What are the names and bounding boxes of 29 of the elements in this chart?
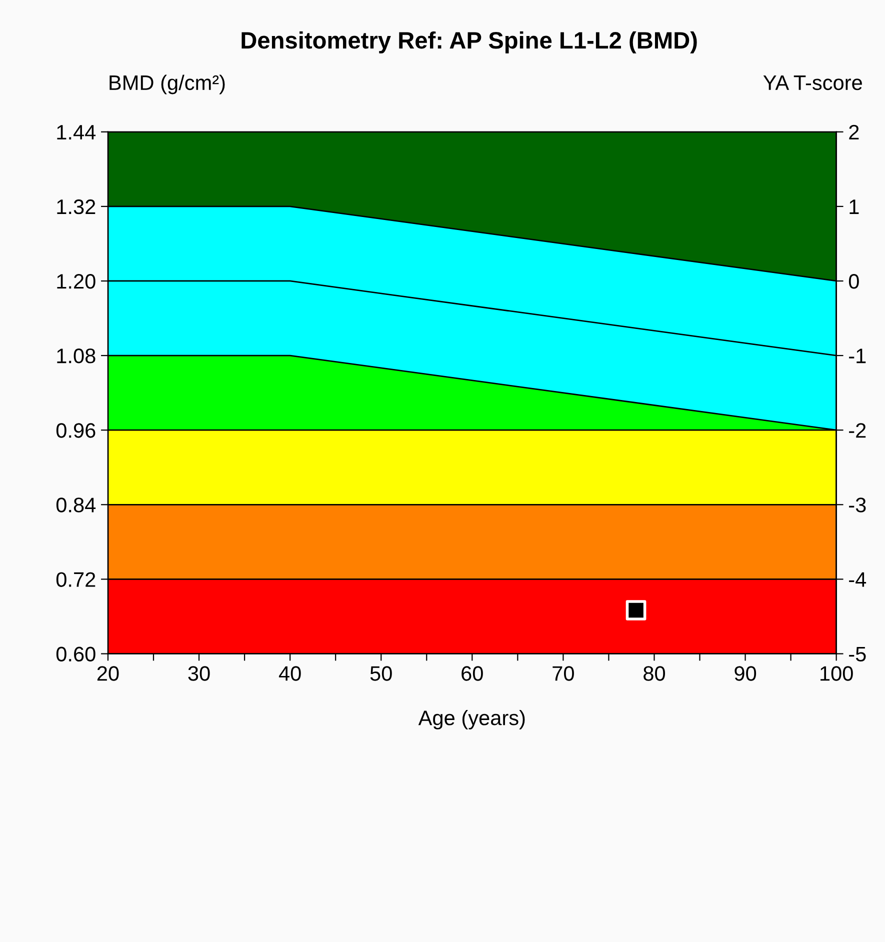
y-tick-label: 0.72 [56, 572, 96, 587]
x-tick-label: 50 [370, 666, 392, 681]
chart-title: Densitometry Ref: AP Spine L1-L2 (BMD) [242, 31, 697, 54]
y2-tick-label: -3 [849, 498, 866, 512]
y2-tick-label: -5 [849, 646, 866, 662]
y2-tick-label: -1 [849, 348, 866, 364]
x-tick-label: 80 [644, 666, 666, 681]
x-tick-label: 70 [552, 666, 574, 681]
x-tick-label: 90 [734, 666, 756, 681]
y2-tick-label: -4 [849, 572, 866, 587]
x-axis-title: Age (years) [418, 710, 525, 730]
y-tick-label: 1.08 [57, 348, 96, 364]
x-tick-label: 30 [188, 666, 210, 681]
y-tick-label: 1.32 [57, 199, 96, 214]
y2-tick-label: -2 [849, 423, 866, 438]
x-tick-label: 20 [97, 666, 119, 681]
y-tick-label: 1.44 [57, 125, 96, 140]
y-tick-label: 0.96 [56, 423, 96, 438]
y2-axis-title: YA T-score [763, 76, 862, 90]
y2-tick-label: 2 [849, 124, 859, 140]
y-tick-label: 0.84 [56, 498, 96, 512]
x-tick-label: 60 [462, 666, 483, 681]
y-tick-label: 1.20 [57, 274, 96, 289]
y2-tick-label: 1 [850, 200, 859, 214]
y-tick-label: 0.60 [56, 646, 96, 662]
x-tick-label: 40 [278, 666, 301, 681]
y-axis-title: BMD (g/cm²) [110, 74, 225, 94]
y2-tick-label: 0 [848, 274, 859, 289]
x-tick-label: 100 [820, 666, 853, 681]
